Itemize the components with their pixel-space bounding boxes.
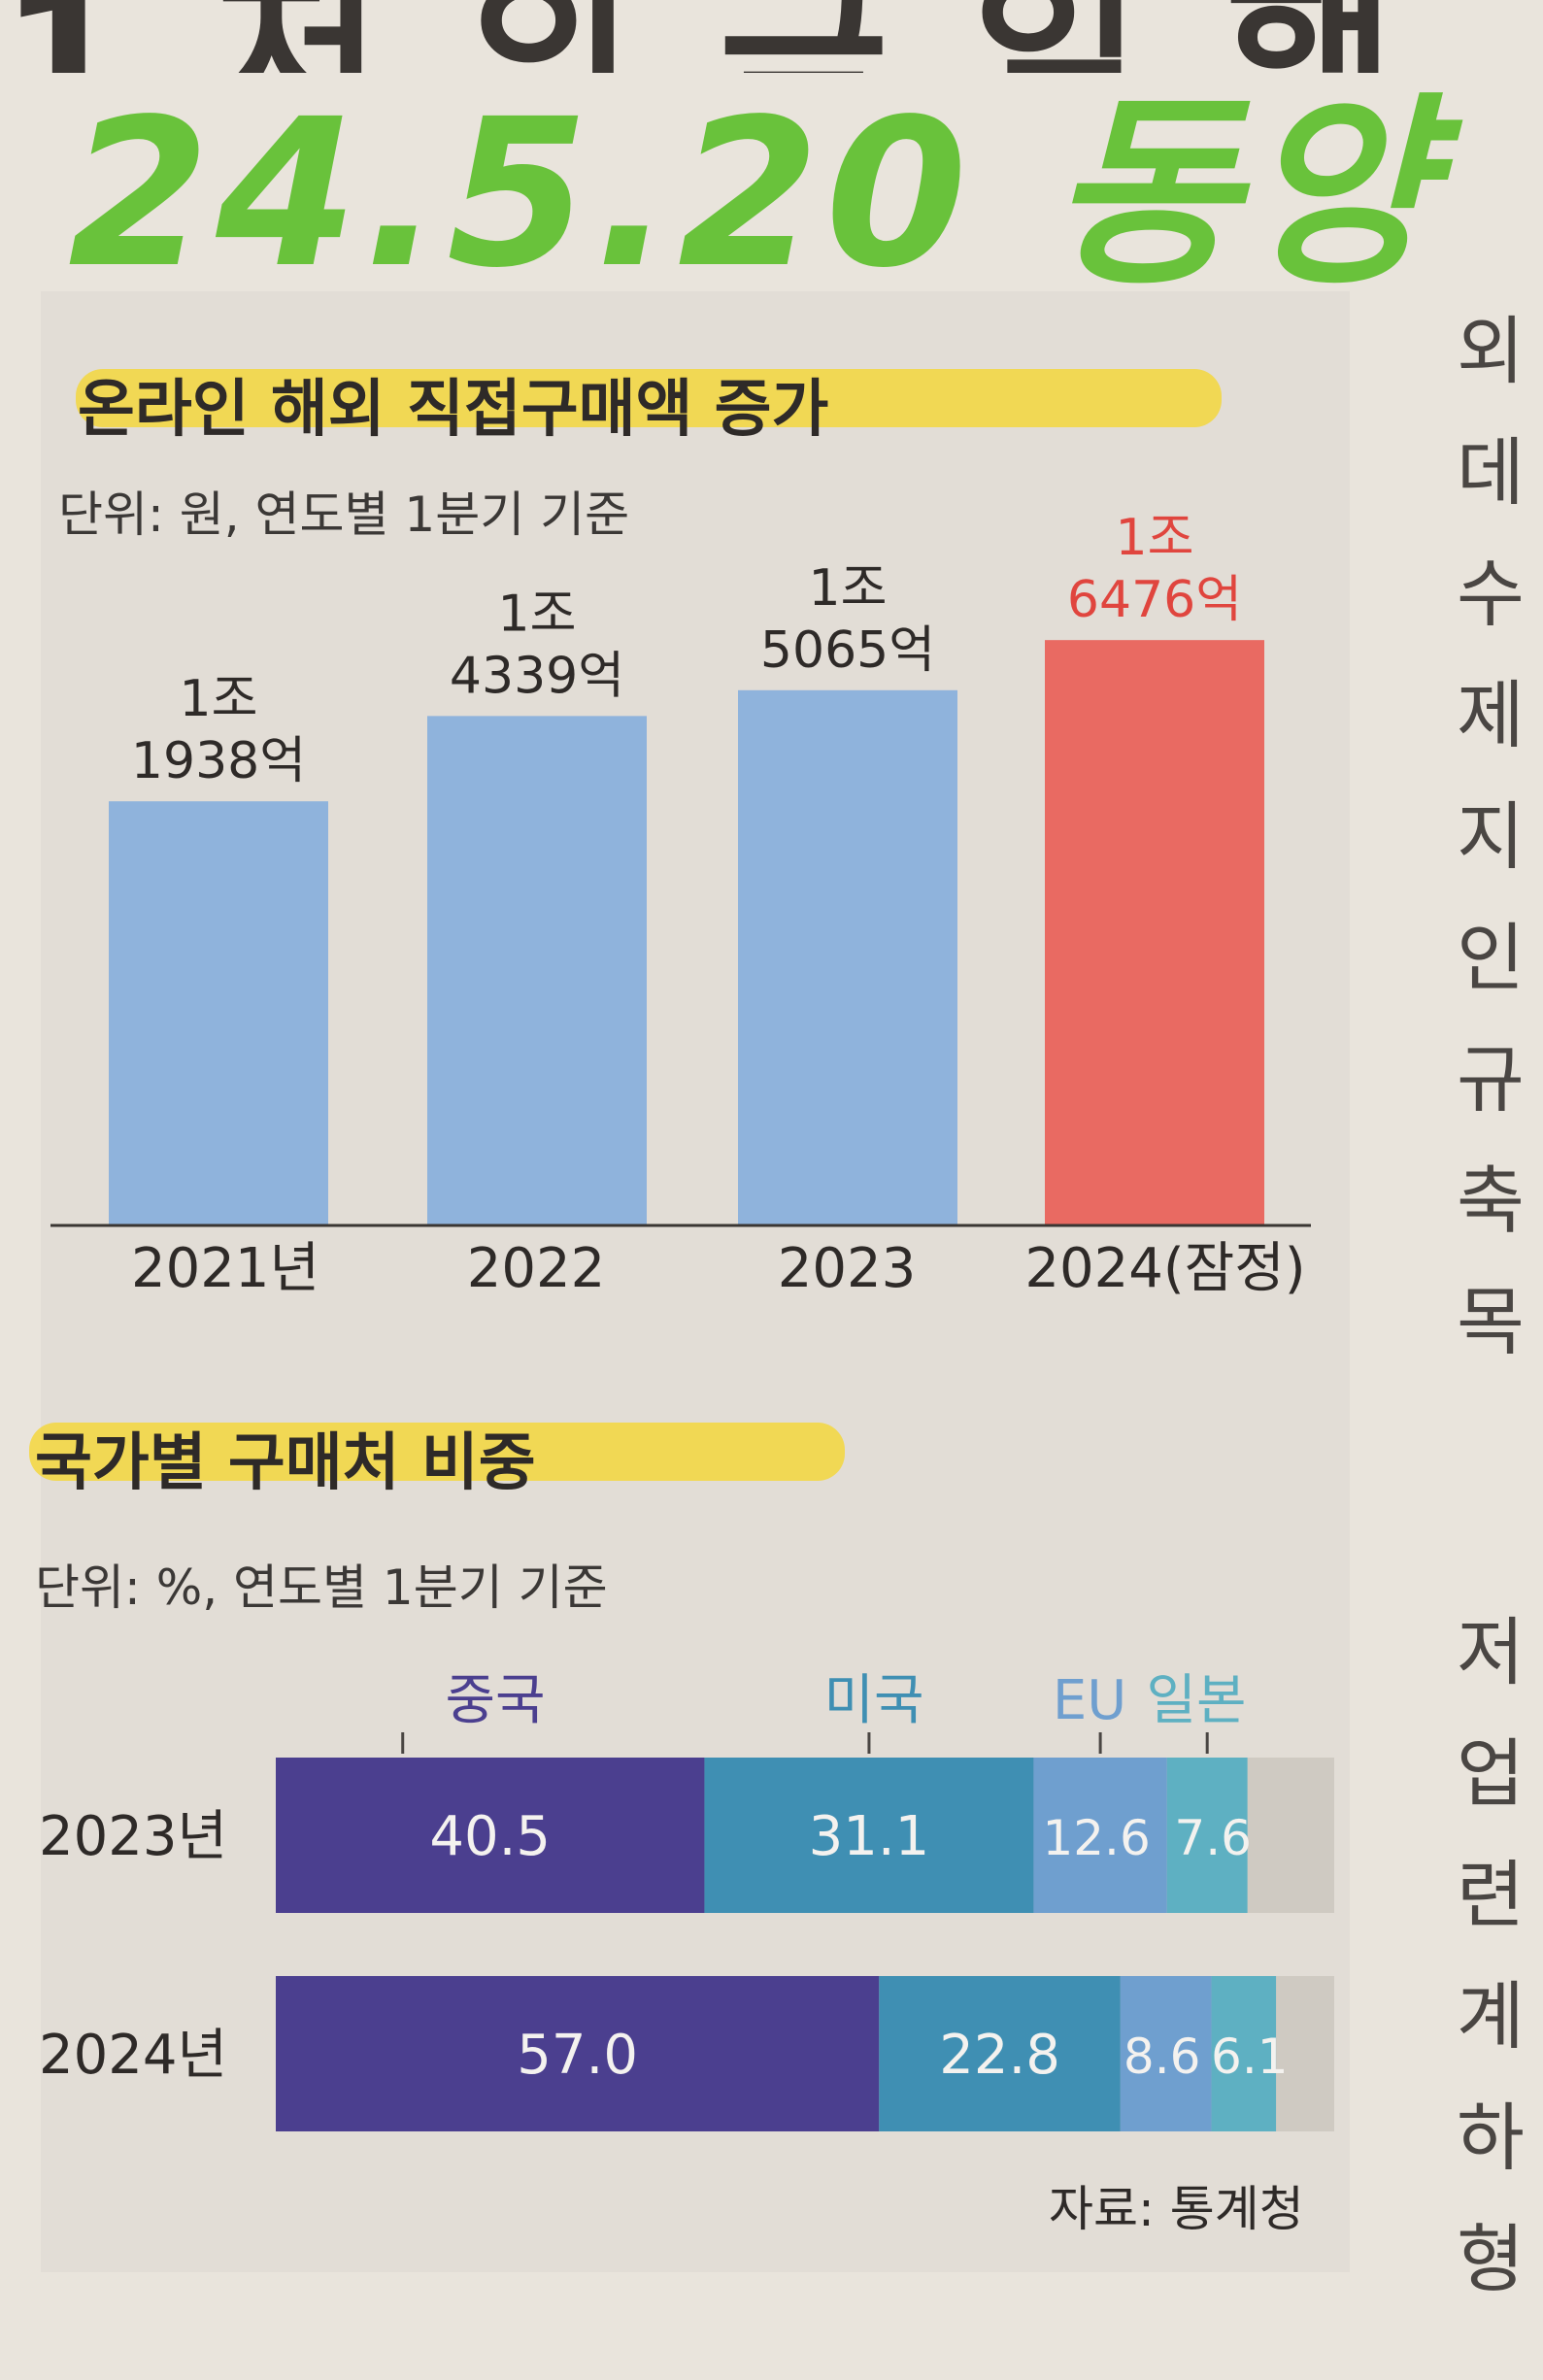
sidebar-char: 하 [1457, 2095, 1525, 2181]
graphic-panel [41, 291, 1350, 2272]
legend-label-2: EU [1053, 1669, 1126, 1732]
sidebar-char: 축 [1457, 1157, 1525, 1244]
segment-0-0 [276, 1758, 705, 1913]
row-label-0: 2023년 [39, 1805, 227, 1868]
segment-1-1 [879, 1976, 1121, 2131]
segment-label-1-1: 22.8 [939, 2024, 1060, 2087]
sidebar-char: 인 [1457, 915, 1525, 1001]
segment-0-3 [1166, 1758, 1248, 1913]
segment-label-1-2: 8.6 [1124, 2028, 1201, 2085]
segment-label-1-3: 6.1 [1211, 2028, 1289, 2085]
bar-chart-title: 온라인 해외 직접구매액 증가 [78, 374, 829, 446]
segment-label-0-1: 31.1 [809, 1805, 930, 1868]
bar-label-bottom-3: 6476억 [1067, 571, 1242, 629]
bar-label-top-3: 1조 [1116, 509, 1194, 567]
sidebar-char: 련 [1457, 1852, 1525, 1938]
stacked-chart-subtitle: 단위: %, 연도별 1분기 기준 [35, 1559, 608, 1616]
sidebar-char: 저 [1457, 1609, 1525, 1695]
sidebar-char: 수 [1457, 551, 1525, 637]
sidebar-char: 업 [1457, 1730, 1525, 1817]
x-tick-label-1: 2022 [467, 1237, 606, 1300]
segment-label-0-0: 40.5 [429, 1805, 551, 1868]
segment-1-2 [1120, 1976, 1212, 2131]
segment-0-2 [1033, 1758, 1167, 1913]
sidebar-char: 형 [1457, 2216, 1525, 2302]
bar-label-bottom-2: 5065억 [760, 621, 935, 680]
handwritten-date-note: 24.5.20 동양 [68, 75, 1437, 313]
segment-label-0-3: 7.6 [1174, 1810, 1252, 1866]
title-highlight-1 [76, 369, 1222, 427]
source-note: 자료: 통계청 [1049, 2181, 1304, 2237]
segment-label-1-0: 57.0 [517, 2024, 638, 2087]
bar-label-top-2: 1조 [809, 559, 888, 618]
bar-label-bottom-0: 1938억 [131, 732, 306, 790]
legend-label-3: 일본 [1146, 1669, 1246, 1732]
sidebar-char: 계 [1457, 1973, 1525, 2060]
sidebar-char: 지 [1457, 793, 1525, 880]
x-tick-label-2: 2023 [778, 1237, 917, 1300]
headline-fragment: 1 저 의 금 일 했 [0, 0, 1543, 73]
bar-chart: 1조1938억2021년1조4339억20221조5065억20231조6476… [50, 509, 1311, 1300]
sidebar-char: 외 [1457, 308, 1525, 394]
segment-0-1 [704, 1758, 1034, 1913]
bar-label-bottom-1: 4339억 [450, 647, 624, 705]
stacked-chart-title: 국가별 구매처 비중 [35, 1427, 536, 1499]
segment-1-3 [1211, 1976, 1277, 2131]
bar-3 [1045, 640, 1264, 1225]
sidebar-char: 목 [1457, 1279, 1525, 1365]
bar-label-top-0: 1조 [180, 670, 258, 728]
sidebar-char: 데 [1457, 429, 1525, 516]
bar-2 [738, 689, 957, 1225]
bar-1 [427, 716, 647, 1225]
legend-label-0: 중국 [445, 1669, 545, 1732]
sidebar-char: 규 [1457, 1036, 1525, 1123]
title-highlight-2 [29, 1423, 845, 1481]
legend-label-1: 미국 [823, 1669, 923, 1732]
x-tick-label-0: 2021년 [131, 1237, 319, 1300]
sidebar-char: 제 [1457, 672, 1525, 758]
segment-1-0 [276, 1976, 880, 2131]
bar-0 [109, 801, 328, 1225]
segment-label-0-2: 12.6 [1042, 1810, 1150, 1866]
bar-chart-subtitle: 단위: 원, 연도별 1분기 기준 [58, 486, 630, 543]
x-tick-label-3: 2024(잠정) [1024, 1237, 1305, 1300]
row-label-1: 2024년 [39, 2024, 227, 2087]
bar-label-top-1: 1조 [498, 585, 577, 643]
